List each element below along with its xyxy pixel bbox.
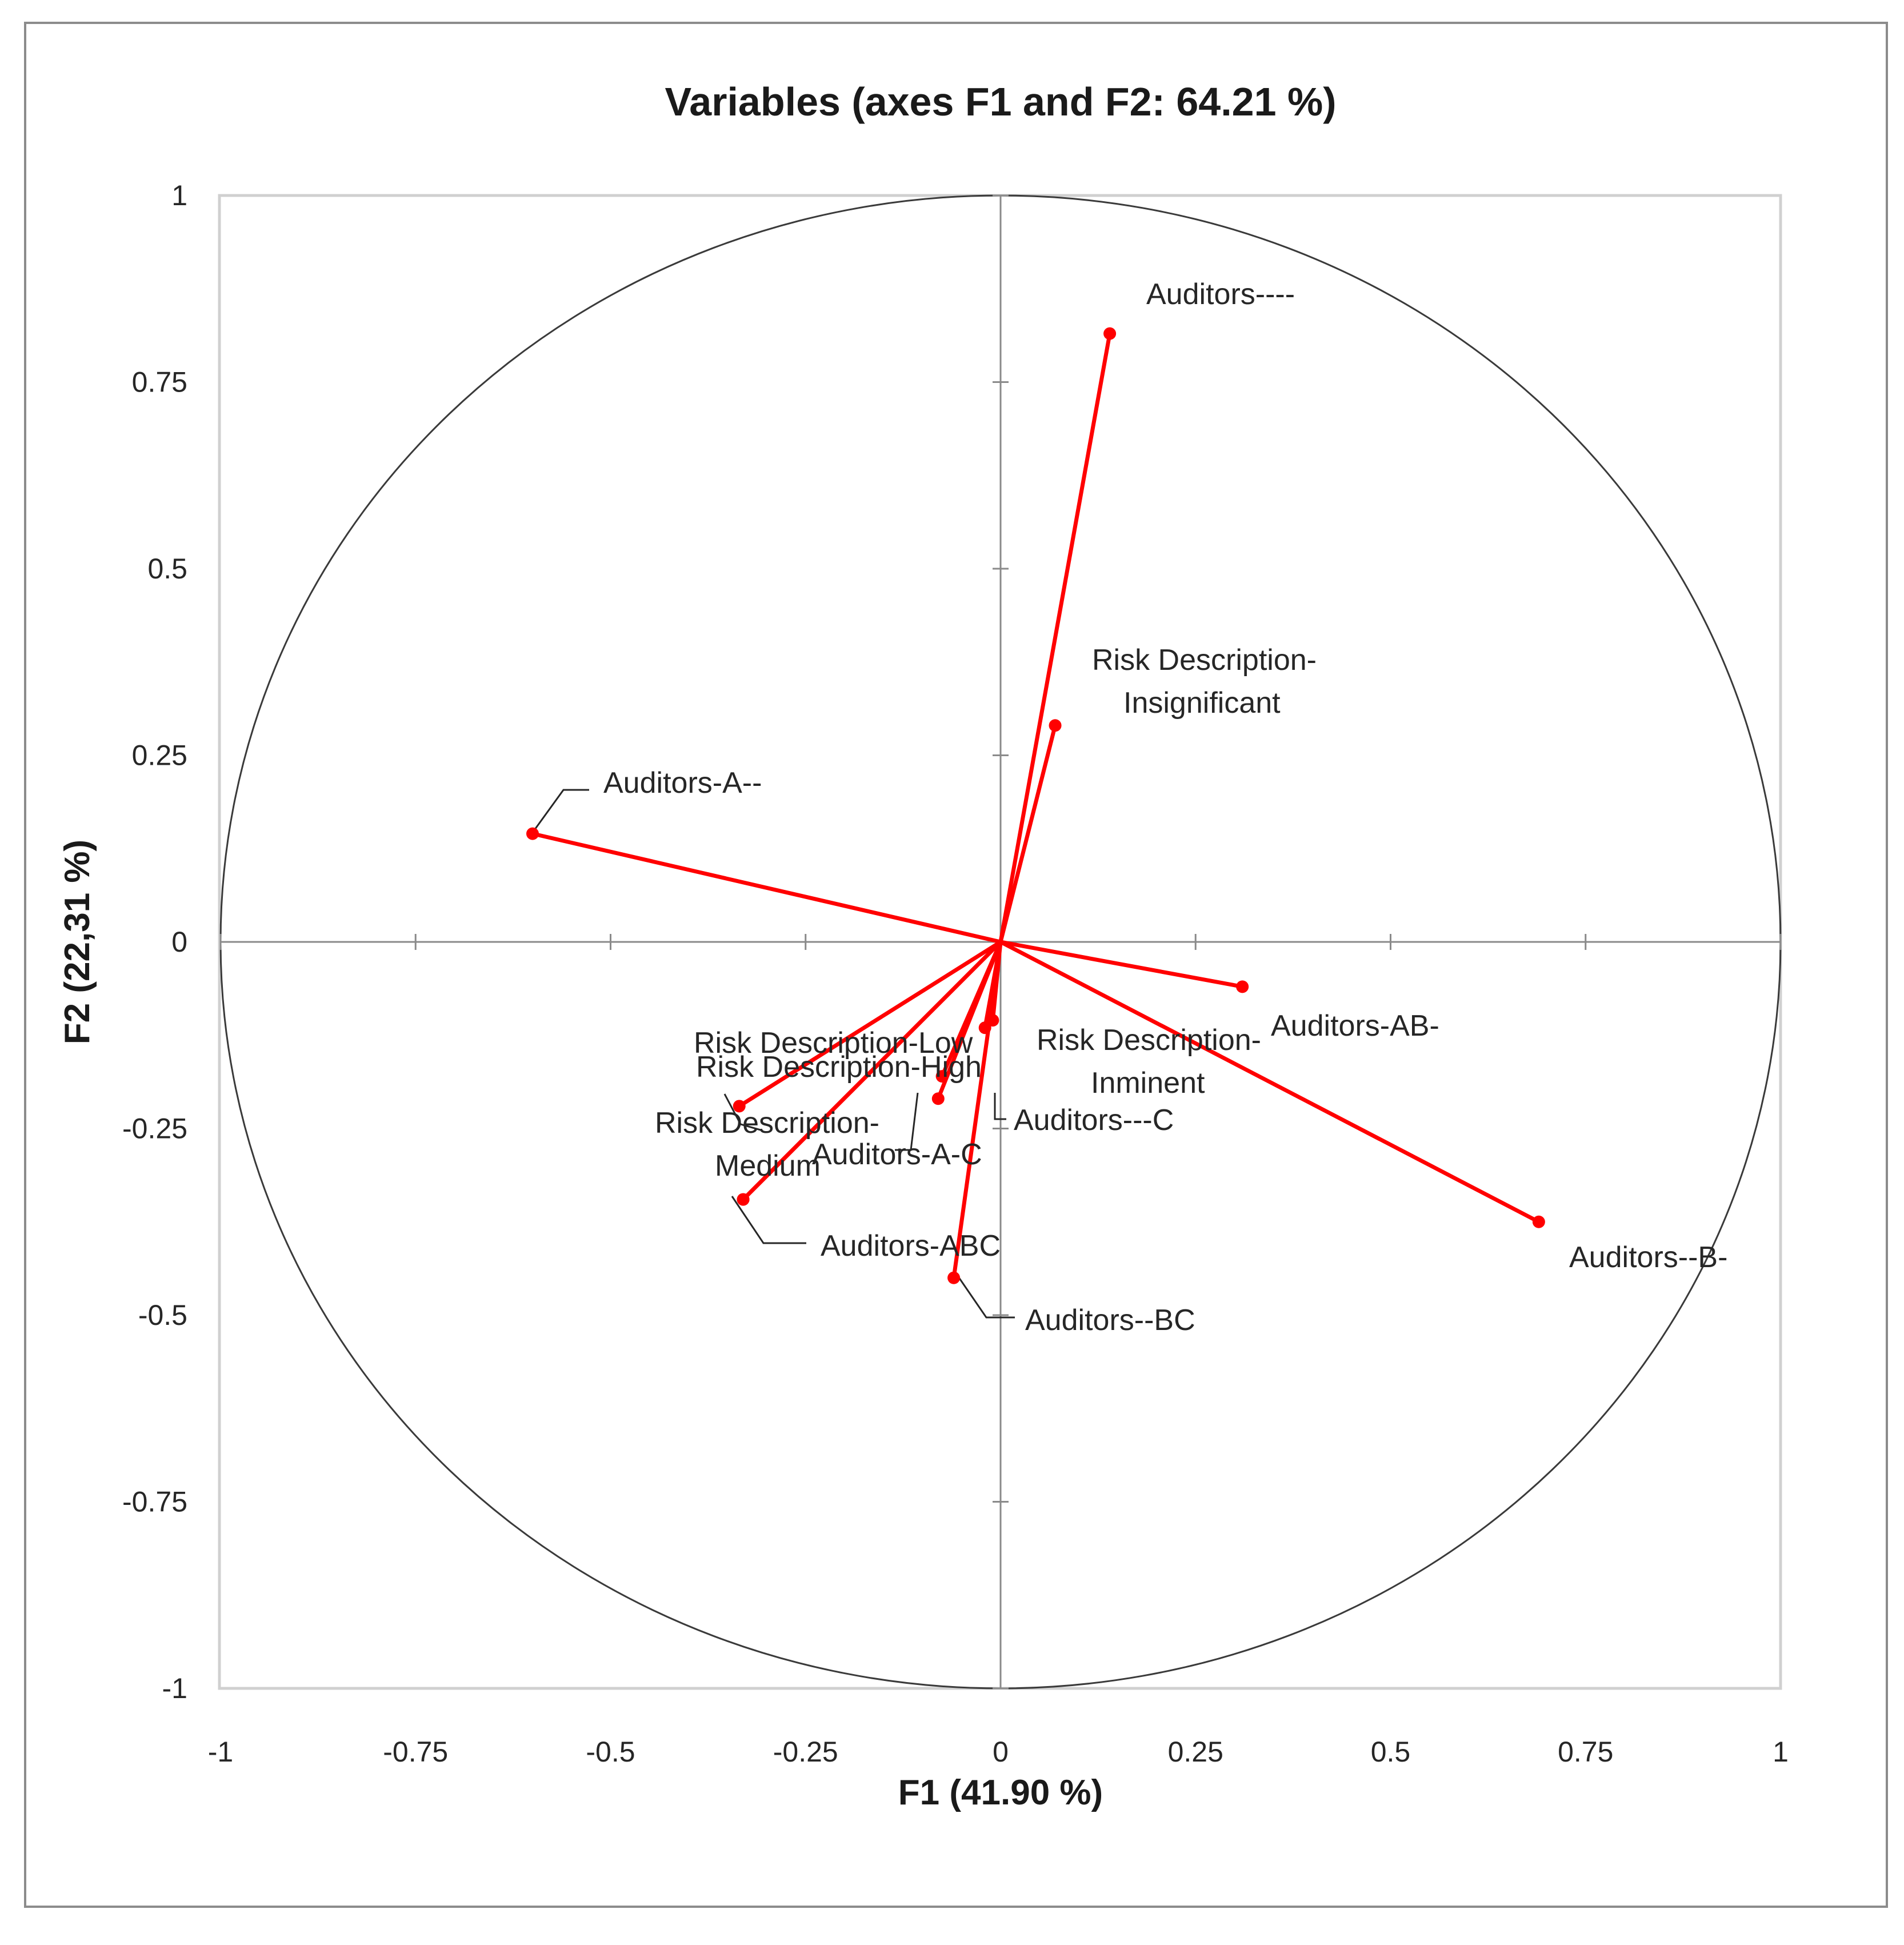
data-point[interactable] [1049, 719, 1062, 732]
label-leader-line [731, 1196, 806, 1244]
data-point[interactable] [1532, 1215, 1545, 1228]
data-point[interactable] [737, 1193, 750, 1206]
x-axis-title: F1 (41.90 %) [898, 1773, 1103, 1812]
label-leader-line [895, 1092, 919, 1151]
y-tick-label: -0.75 [122, 1486, 187, 1518]
loading-vector [737, 940, 1003, 1108]
y-axis-title: F2 (22,31 %) [58, 840, 97, 1044]
label-leader-line [953, 1269, 1015, 1319]
chart-frame: Variables (axes F1 and F2: 64.21 %) -1 -0… [24, 22, 1888, 1908]
loading-vector [998, 940, 1541, 1224]
x-tick-label: 0.75 [1558, 1736, 1613, 1768]
x-tick-label: 0.25 [1168, 1736, 1223, 1768]
y-tick-label: 0.25 [132, 740, 187, 772]
data-point-label: Auditors-ABC [821, 1229, 1001, 1263]
label-leader-line [994, 1093, 1006, 1120]
data-point-label: Inminent [1091, 1067, 1205, 1100]
data-point-label: Risk Description-High [696, 1051, 982, 1084]
data-point[interactable] [947, 1271, 961, 1284]
y-tick-label: 0.5 [147, 553, 187, 585]
data-point-label: Auditors---C [1014, 1104, 1174, 1137]
x-tick-label: 0 [993, 1736, 1009, 1768]
data-point[interactable] [931, 1092, 945, 1105]
y-tick-label: 0.75 [132, 366, 187, 398]
data-point[interactable] [978, 1021, 991, 1035]
x-tick-label: -0.5 [586, 1736, 635, 1768]
x-tick-label: 1 [1773, 1736, 1789, 1768]
loading-vector [951, 940, 1003, 1280]
x-tick-label: -0.75 [383, 1736, 448, 1768]
data-point-label: Risk Description- [1037, 1024, 1261, 1057]
data-point-label: Auditors--B- [1569, 1241, 1727, 1274]
data-point[interactable] [526, 827, 539, 840]
label-leader-line [723, 1093, 761, 1131]
data-point-label: Risk Description- [655, 1107, 879, 1140]
x-tick-label: -0.25 [773, 1736, 838, 1768]
data-point[interactable] [986, 1014, 999, 1027]
loading-vector [530, 832, 1003, 944]
label-leader-line [531, 789, 589, 834]
data-point-label: Risk Description- [1092, 644, 1317, 677]
correlation-circle-chart: Variables (axes F1 and F2: 64.21 %) -1 -0… [58, 79, 1789, 1812]
x-tick-label: -1 [208, 1736, 233, 1768]
data-point-label: Insignificant [1123, 686, 1281, 720]
data-point[interactable] [733, 1100, 746, 1113]
chart-title: Variables (axes F1 and F2: 64.21 %) [665, 79, 1336, 124]
loading-vector [741, 940, 1003, 1202]
loading-vector [998, 723, 1058, 944]
data-point-label: Auditors-AB- [1271, 1009, 1439, 1043]
x-tick-label: 0.5 [1371, 1736, 1411, 1768]
y-tick-label: -0.5 [138, 1299, 187, 1331]
data-point-label: Auditors--BC [1025, 1304, 1195, 1337]
y-tick-label: 0 [171, 926, 187, 958]
data-point-label: Auditors-A-- [603, 766, 762, 800]
data-point[interactable] [935, 1070, 949, 1083]
loading-vector [998, 940, 1245, 989]
loading-vector [936, 940, 1003, 1101]
data-point-label: Auditors---- [1146, 278, 1295, 311]
data-point-label: Medium [715, 1149, 821, 1183]
y-tick-label: 1 [171, 179, 187, 211]
y-tick-label: -1 [162, 1672, 187, 1704]
data-point-label: Auditors-A-C [812, 1138, 982, 1171]
y-tick-label: -0.25 [122, 1113, 187, 1145]
data-point-label: Risk Description-Low [694, 1027, 973, 1060]
data-point[interactable] [1236, 980, 1249, 993]
loading-vector [998, 332, 1112, 944]
data-point[interactable] [1103, 327, 1117, 340]
